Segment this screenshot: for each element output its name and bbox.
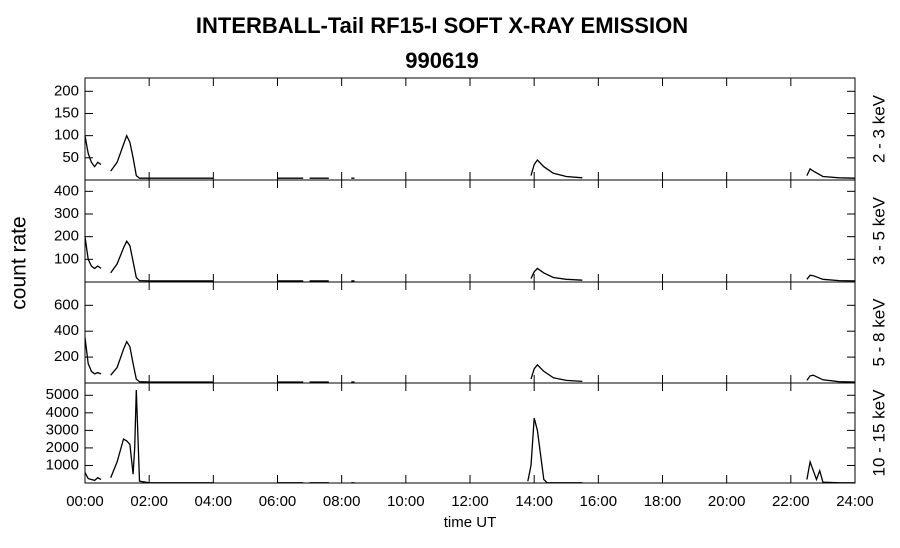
y-tick-label: 5000 (46, 386, 79, 403)
y-axis-label: count rate (8, 216, 31, 309)
x-tick-label: 10:00 (387, 493, 425, 510)
y-tick-label: 600 (54, 296, 79, 313)
x-tick-label: 00:00 (66, 493, 104, 510)
y-tick-label: 200 (54, 228, 79, 245)
x-tick-label: 20:00 (708, 493, 746, 510)
legend-label: 3 - 5 keV (869, 196, 888, 265)
x-tick-label: 04:00 (195, 493, 233, 510)
x-tick-label: 24:00 (836, 493, 874, 510)
series-line (84, 389, 855, 484)
x-tick-label: 08:00 (323, 493, 361, 510)
series-line (84, 134, 856, 179)
y-tick-label: 100 (54, 250, 79, 267)
x-tick-label: 18:00 (644, 493, 682, 510)
plot-frame (84, 77, 856, 181)
series-line (84, 337, 856, 383)
plot-frame (84, 382, 856, 484)
plot-frame (84, 179, 856, 283)
legend-label: 5 - 8 keV (869, 298, 888, 367)
y-tick-label: 3000 (46, 421, 79, 438)
x-tick-label: 14:00 (515, 493, 553, 510)
y-tick-label: 1000 (46, 456, 79, 473)
y-tick-label: 100 (54, 127, 79, 144)
y-tick-label: 300 (54, 205, 79, 222)
series-line (84, 236, 856, 282)
x-tick-label: 22:00 (772, 493, 810, 510)
y-tick-label: 400 (54, 182, 79, 199)
y-tick-label: 4000 (46, 404, 79, 421)
y-tick-label: 150 (54, 104, 79, 121)
plot-frame (84, 281, 856, 384)
x-tick-label: 02:00 (130, 493, 168, 510)
legend-label: 10 - 15 keV (869, 389, 888, 477)
legend-label: 2 - 3 keV (869, 94, 888, 163)
x-axis-label: time UT (444, 514, 497, 531)
y-tick-label: 200 (54, 348, 79, 365)
chart-title: INTERBALL-Tail RF15-I SOFT X-RAY EMISSIO… (196, 13, 688, 38)
y-tick-label: 2000 (46, 439, 79, 456)
x-tick-label: 12:00 (451, 493, 489, 510)
y-tick-label: 400 (54, 322, 79, 339)
x-tick-label: 06:00 (259, 493, 297, 510)
chart-subtitle: 990619 (405, 48, 478, 73)
x-tick-label: 16:00 (580, 493, 618, 510)
y-tick-label: 50 (62, 149, 79, 166)
y-tick-label: 200 (54, 82, 79, 99)
